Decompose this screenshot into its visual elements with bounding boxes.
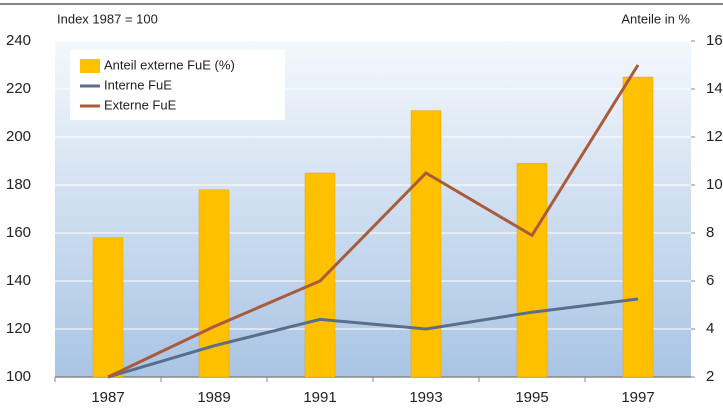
y-tick-label: 240 xyxy=(6,32,31,49)
legend-label: Interne FuE xyxy=(104,77,172,92)
x-tick-label: 1995 xyxy=(515,389,548,406)
y2-axis-label: Anteile in % xyxy=(621,11,690,26)
x-tick-label: 1997 xyxy=(621,389,654,406)
x-tick-label: 1993 xyxy=(409,389,442,406)
bar xyxy=(304,172,336,378)
line xyxy=(107,297,639,379)
legend-box xyxy=(70,50,285,120)
bar xyxy=(516,163,548,378)
y-tick-label: 200 xyxy=(6,128,31,145)
y2-tick-label: 2 xyxy=(706,368,714,385)
bar xyxy=(410,110,442,378)
y2-tick-label: 12 xyxy=(706,128,723,145)
bar xyxy=(622,76,654,378)
y-tick-label: 140 xyxy=(6,272,31,289)
legend-label: Anteil externe FuE (%) xyxy=(104,57,235,72)
y-tick-label: 180 xyxy=(6,176,31,193)
y2-tick-label: 16 xyxy=(706,32,723,49)
x-tick-label: 1991 xyxy=(303,389,336,406)
y2-tick-label: 6 xyxy=(706,272,714,289)
legend-swatch xyxy=(80,59,100,73)
y2-tick-label: 10 xyxy=(706,176,723,193)
y2-tick-label: 4 xyxy=(706,320,714,337)
y-tick-label: 120 xyxy=(6,320,31,337)
y-tick-label: 160 xyxy=(6,224,31,241)
x-tick-label: 1989 xyxy=(197,389,230,406)
y-axis-label: Index 1987 = 100 xyxy=(57,11,158,26)
y-tick-label: 220 xyxy=(6,80,31,97)
legend-label: Externe FuE xyxy=(104,97,177,112)
y2-tick-label: 14 xyxy=(706,80,723,97)
y2-tick-label: 8 xyxy=(706,224,714,241)
y-tick-label: 100 xyxy=(6,368,31,385)
x-tick-label: 1987 xyxy=(91,389,124,406)
bar xyxy=(92,237,124,378)
line xyxy=(107,64,640,379)
